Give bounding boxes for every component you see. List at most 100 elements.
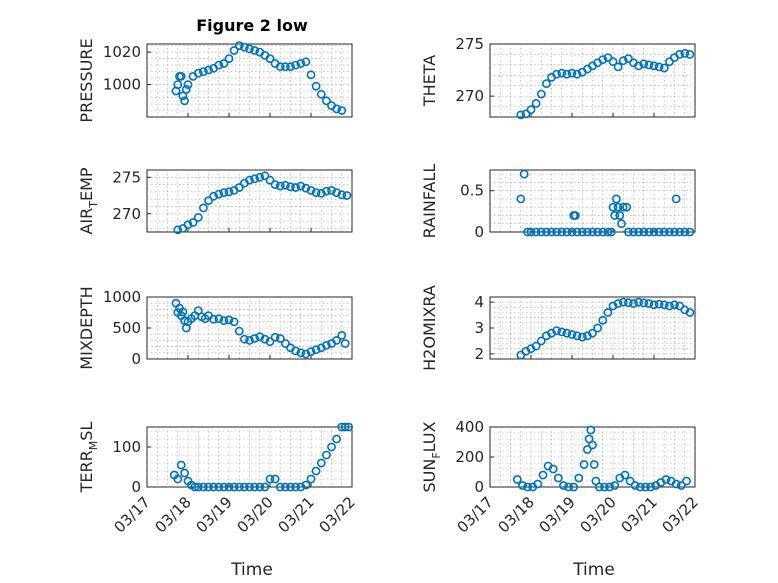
sun-flux-point (586, 425, 596, 435)
air-temp-point (188, 218, 198, 227)
h2o-mixing-ratio-point (608, 301, 618, 311)
h2o-mixing-ratio-point (629, 299, 638, 308)
air-temp-point (250, 174, 259, 184)
mixdepth-point (280, 339, 290, 348)
terrain-msl-point (180, 468, 189, 478)
h2o-mixing-ratio-point (665, 301, 674, 311)
rainfall-point (552, 227, 561, 237)
mixdepth-point (178, 307, 188, 317)
theta-point (557, 68, 567, 78)
theta-point (526, 105, 536, 115)
mixdepth-point (316, 343, 326, 353)
theta-point (644, 60, 654, 70)
terrain-msl-point (214, 482, 224, 492)
sun-flux-point (548, 464, 558, 474)
terrain-msl-ytick-label: 100 (112, 438, 141, 456)
sun-flux-point (671, 479, 681, 489)
rainfall-point (572, 227, 582, 237)
sun-flux-ylabel: SUNFLUX (420, 421, 443, 492)
rainfall-point (685, 227, 695, 237)
h2o-mixing-ratio-point (588, 328, 597, 338)
rainfall-point (610, 211, 620, 220)
rainfall-point (526, 227, 536, 237)
h2o-mixing-ratio-point (685, 308, 695, 317)
rainfall-point (519, 169, 529, 179)
sun-flux-point (682, 476, 691, 486)
rainfall-point (617, 219, 626, 229)
terrain-msl-series (169, 422, 353, 492)
theta-point (536, 89, 546, 99)
rainfall-point (547, 227, 556, 237)
rainfall-point (644, 227, 654, 237)
pressure-series (171, 41, 347, 115)
sun-flux-point (538, 470, 548, 480)
mixdepth-point (224, 315, 234, 325)
pressure-point (198, 67, 208, 76)
terrain-msl-point (234, 482, 244, 492)
terrain-msl-point (204, 482, 213, 492)
rainfall-point (583, 227, 592, 237)
pressure-point (291, 60, 300, 70)
sun-flux-point (512, 475, 522, 484)
h2o-mixing-ratio-point (593, 323, 602, 333)
theta-point (613, 62, 623, 72)
sun-flux-point (625, 476, 635, 486)
theta-point (531, 99, 541, 108)
pressure-point (250, 46, 259, 55)
subplot-h2o-mixing-ratio: 2 3 4 H2OMIXRA (420, 285, 696, 371)
mixdepth-ytick-label: 1000 (103, 288, 141, 306)
mixdepth-point (265, 337, 275, 346)
air-temp-point (311, 188, 321, 197)
terrain-msl-point (286, 482, 295, 492)
h2o-mixing-ratio-point (603, 308, 613, 317)
sun-flux-point (630, 481, 640, 490)
mixdepth-series (171, 298, 350, 359)
sun-flux-ylabel-subscript: F (430, 452, 443, 458)
theta-point (572, 69, 582, 79)
air-temp-point (296, 181, 306, 191)
sun-flux-point (583, 445, 592, 454)
terrain-msl-point (321, 450, 331, 460)
h2o-mixing-ratio-point (659, 300, 669, 310)
pressure-point (204, 65, 213, 75)
sun-flux-point (564, 482, 573, 492)
rainfall-point (562, 227, 572, 237)
terrain-msl-point (224, 482, 234, 492)
rainfall-point (659, 227, 669, 237)
terrain-msl-point (250, 482, 259, 492)
sun-flux-point (605, 482, 614, 492)
terrain-msl-point (316, 458, 326, 468)
air-temp-point (255, 172, 265, 182)
rainfall-point (567, 227, 577, 237)
air-temp-series (173, 171, 352, 235)
sun-flux-ytick-label: 400 (455, 418, 484, 436)
pressure-point (275, 62, 285, 72)
rainfall-point (577, 227, 587, 237)
pressure-point (234, 41, 244, 50)
terrain-msl-point (190, 482, 200, 492)
terrain-msl-point (291, 482, 300, 492)
rainfall-point (622, 202, 632, 212)
rainfall-ylabel-text: RAINFALL (420, 164, 439, 239)
sun-flux-point (579, 460, 589, 469)
theta-point (598, 55, 608, 64)
rainfall-point (612, 194, 621, 204)
mixdepth-ytick-label: 500 (112, 319, 141, 337)
h2o-mixing-ratio-point (670, 300, 679, 310)
sun-flux-point (588, 440, 597, 450)
pressure-point (239, 42, 249, 52)
air-temp-ylabel-text: AIR (77, 208, 96, 235)
terrain-msl-point (275, 482, 285, 492)
air-temp-point (332, 188, 341, 197)
h2o-mixing-ratio-point (531, 341, 541, 351)
theta-point (562, 69, 572, 79)
pressure-ytick-label: 1020 (103, 43, 141, 61)
theta-point (639, 59, 649, 69)
mixdepth-point (239, 334, 249, 344)
h2o-mixing-ratio-ytick-label: 2 (474, 345, 484, 363)
rainfall-point (680, 227, 690, 237)
mixdepth-point (332, 335, 341, 345)
h2o-mixing-ratio-point (654, 299, 664, 309)
sun-flux-point (559, 481, 568, 490)
